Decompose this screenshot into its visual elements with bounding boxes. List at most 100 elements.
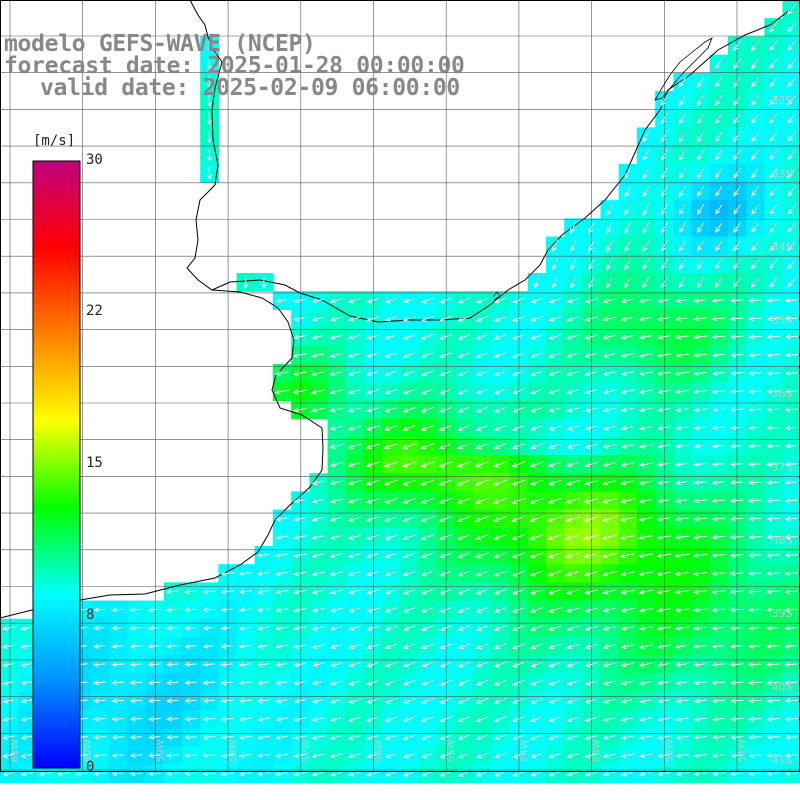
wind-arrow — [766, 771, 780, 777]
wind-arrow — [220, 625, 234, 631]
wind-arrow — [493, 334, 507, 340]
wind-arrow — [660, 240, 668, 252]
wind-arrow — [729, 352, 744, 358]
wind-arrow — [530, 679, 543, 686]
wind-arrow — [93, 625, 106, 631]
wind-arrow — [348, 316, 361, 322]
wind-arrow — [475, 661, 489, 668]
wind-arrow — [548, 443, 561, 449]
wind-arrow — [274, 370, 289, 377]
wind-arrow — [384, 771, 398, 777]
wind-arrow — [384, 352, 398, 358]
wind-arrow — [384, 716, 398, 722]
wind-arrow — [165, 643, 179, 649]
wind-arrow — [547, 479, 562, 486]
wind-arrow — [784, 661, 799, 668]
wind-arrow — [366, 680, 380, 686]
wind-arrow — [570, 276, 577, 289]
wind-arrow — [787, 58, 796, 70]
wind-arrow — [366, 734, 380, 741]
wind-arrow — [475, 734, 489, 741]
wind-arrow — [548, 425, 562, 431]
wind-arrow — [642, 131, 650, 143]
wind-arrow — [347, 461, 362, 468]
wind-arrow — [402, 698, 416, 704]
wind-arrow — [730, 407, 744, 413]
wind-arrow — [748, 716, 762, 722]
wind-arrow — [475, 370, 489, 377]
wind-arrow — [439, 643, 452, 650]
wind-arrow — [584, 662, 598, 668]
wind-arrow — [238, 570, 252, 577]
wind-arrow — [766, 716, 780, 722]
wind-arrow — [693, 680, 707, 686]
wind-arrow — [129, 625, 143, 631]
wind-arrow — [748, 443, 762, 449]
wind-arrow — [456, 515, 471, 522]
wind-arrow — [202, 698, 216, 704]
wind-arrow — [511, 479, 526, 486]
wind-arrow — [692, 571, 708, 577]
wind-arrow — [748, 516, 762, 522]
wind-arrow — [457, 588, 471, 595]
wind-arrow — [548, 352, 562, 358]
wind-arrow — [420, 497, 435, 504]
wind-arrow — [765, 643, 781, 649]
wind-arrow — [784, 516, 798, 522]
wind-arrow — [256, 716, 270, 722]
wind-arrow — [439, 752, 452, 759]
wind-arrow — [711, 698, 726, 704]
wind-arrow — [733, 131, 741, 143]
wind-arrow — [583, 552, 599, 559]
wind-arrow — [584, 698, 598, 704]
wind-arrow — [552, 258, 558, 271]
wind-arrow — [311, 662, 325, 668]
lat-label: 37S — [772, 461, 793, 474]
wind-arrow — [402, 734, 416, 741]
wind-arrow — [438, 424, 453, 431]
wind-arrow — [475, 443, 489, 450]
wind-arrow — [678, 112, 686, 125]
wind-arrow — [420, 588, 434, 595]
wind-arrow — [438, 479, 453, 486]
wind-arrow — [311, 298, 325, 304]
wind-arrow — [493, 370, 507, 377]
wind-arrow — [729, 716, 744, 722]
wind-arrow — [347, 352, 361, 358]
wind-arrow — [438, 515, 453, 522]
wind-arrow — [784, 407, 798, 413]
wind-arrow — [748, 752, 762, 759]
wind-arrow — [275, 589, 289, 595]
wind-arrow — [475, 606, 489, 613]
wind-arrow — [530, 406, 543, 413]
wind-arrow — [657, 407, 671, 413]
wind-arrow — [347, 680, 361, 686]
wind-arrow — [729, 552, 744, 558]
wind-arrow — [638, 662, 653, 668]
lon-label: 61W — [10, 739, 21, 762]
wind-arrow — [530, 316, 543, 322]
wind-arrow — [602, 735, 616, 741]
wind-arrow — [548, 625, 562, 632]
wind-arrow — [548, 716, 561, 722]
wind-arrow — [530, 388, 543, 395]
wind-arrow — [511, 406, 525, 413]
wind-arrow — [402, 443, 417, 450]
wind-arrow — [693, 443, 707, 449]
wind-arrow — [366, 297, 380, 304]
wind-arrow — [529, 552, 544, 559]
wind-arrow — [220, 589, 234, 595]
lat-label: 32S — [772, 94, 793, 107]
wind-arrow — [620, 662, 635, 668]
wind-arrow — [711, 461, 726, 467]
wind-arrow — [601, 534, 617, 541]
wind-arrow — [111, 752, 125, 759]
wind-arrow — [202, 734, 216, 740]
wind-arrow — [20, 771, 34, 777]
wind-arrow — [547, 552, 562, 559]
wind-arrow — [747, 625, 762, 631]
wind-arrow — [2, 753, 15, 759]
wind-arrow — [220, 570, 234, 577]
wind-arrow — [621, 771, 634, 777]
wind-arrow — [750, 58, 760, 70]
